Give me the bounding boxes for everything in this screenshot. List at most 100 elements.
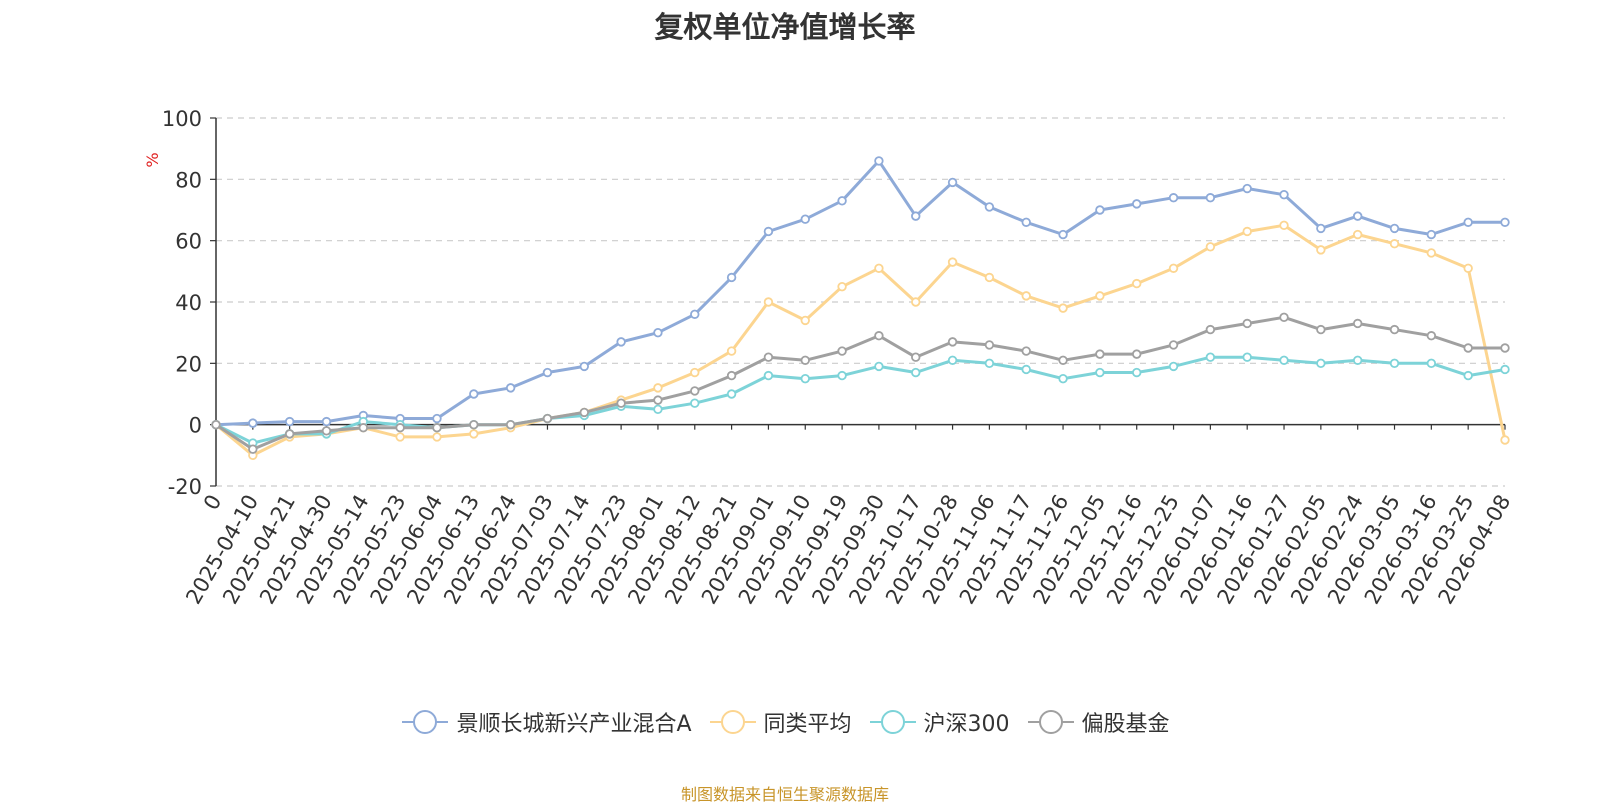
series-0-point [911,211,921,221]
series-2-point [984,358,995,369]
series-3-point [837,346,847,356]
series-1-point [1279,220,1289,231]
series-3-point [432,423,442,433]
series-3-point [1021,346,1031,356]
y-tick-label: -20 [168,475,202,499]
series-1-point [690,367,700,378]
series-2-point [1389,358,1400,369]
series-lines [211,156,1510,461]
series-1-point [984,272,995,283]
legend-item-3[interactable]: 偏股基金 [1026,706,1170,738]
series-3-point [1389,324,1400,335]
series-3-point [1279,312,1289,323]
series-3-point [579,407,589,418]
series-1-point [1500,435,1510,445]
y-tick-label: 40 [175,291,202,315]
series-3-point [1352,318,1363,329]
series-3-point [800,355,810,365]
series-0-point [874,156,884,166]
y-tick-label: 60 [175,230,202,254]
series-0-point [321,416,332,427]
series-2-point [1242,352,1252,362]
legend-item-0[interactable]: 景顺长城新兴产业混合A [400,706,692,738]
series-2-point [1279,355,1289,365]
series-2-point [690,398,700,408]
series-3-point [1205,324,1216,335]
y-tick-label: 0 [189,414,202,438]
series-0-point [1132,199,1142,209]
series-2-point [947,355,958,365]
series-2-point [1095,367,1105,378]
legend-label: 景顺长城新兴产业混合A [456,712,692,737]
series-1-point [1095,291,1105,301]
series-1-point [1168,263,1179,273]
series-1-point [1389,239,1400,249]
series-3-point [1426,331,1437,341]
series-3-point [763,352,774,362]
series-1-point [395,432,405,442]
legend-label: 同类平均 [763,712,852,737]
x-tick-label: 0 [199,491,226,515]
series-2-point [1132,367,1142,378]
series-0-point [1352,211,1363,221]
series-0-point [763,226,774,237]
series-3-point [911,352,921,362]
series-2-point [874,361,884,372]
series-3-point [726,370,737,381]
series-0-point [1316,223,1326,234]
series-2-point [837,370,847,381]
series-0-point [837,196,847,206]
series-0-point [248,418,258,428]
series-2-point [1463,370,1473,381]
series-2-point [763,370,774,381]
series-3-point [248,444,258,454]
series-3-point [984,340,995,350]
series-line-1 [214,223,1507,457]
grid-lines [216,117,1505,487]
series-3-point [1058,355,1068,365]
series-0-point [690,309,700,319]
series-1-point [469,429,479,439]
series-1-point [1132,278,1142,289]
series-3-point [874,331,884,341]
series-3-point [395,423,405,433]
series-3-point [469,419,479,430]
series-0-point [1021,217,1031,227]
series-1-point [726,346,737,356]
series-3-point [211,419,221,430]
series-1-point [1021,291,1031,301]
series-0-point [1279,189,1289,200]
series-0-point [653,327,663,338]
legend-item-1[interactable]: 同类平均 [708,706,852,738]
series-3-point [1168,340,1179,350]
series-1-point [432,432,442,442]
series-1-point [947,257,958,267]
series-2-point [726,389,737,399]
series-0-point [1426,229,1437,240]
series-1-point [800,315,810,326]
series-2-point [1352,355,1363,365]
series-1-point [874,263,884,273]
series-0-point [947,177,958,188]
series-2-point [1058,373,1068,384]
series-0-point [984,202,995,212]
series-0-point [505,383,516,393]
series-1-point [1058,303,1068,313]
legend: 景顺长城新兴产业混合A 同类平均 沪深300 偏股基金 [0,706,1570,738]
series-1-point [911,297,921,307]
y-tick-label: 80 [175,168,202,192]
y-tick-label: 20 [175,352,202,376]
series-0-point [1242,183,1252,194]
series-line-2 [214,355,1507,445]
series-1-point [837,281,847,292]
series-0-point [1205,193,1216,203]
legend-item-2[interactable]: 沪深300 [868,706,1010,738]
series-0-point [800,214,810,224]
series-2-point [1316,358,1326,369]
chart-title: 复权单位净值增长率 [654,10,916,44]
series-3-point [616,398,626,408]
y-tick-labels: -20 0 20 40 60 80 100 [162,107,202,499]
series-0-point [469,389,479,399]
x-tick-labels: 02025-04-102025-04-212025-04-302025-05-1… [181,490,1515,608]
